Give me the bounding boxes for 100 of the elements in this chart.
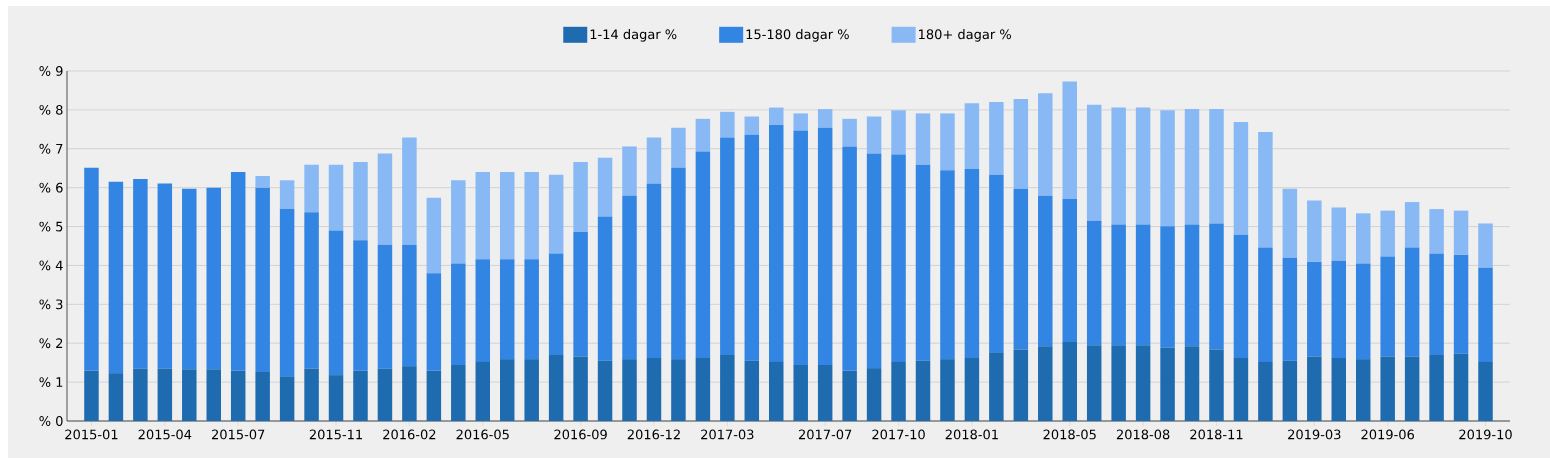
bar [548, 174, 564, 254]
x-tick-label: 2015-11 [309, 429, 362, 440]
bar [1404, 247, 1420, 357]
bar [646, 137, 662, 184]
bar [133, 179, 148, 369]
bar [1380, 356, 1395, 421]
bar [1209, 349, 1224, 421]
bar [1184, 224, 1200, 347]
bar [548, 253, 564, 355]
bar [744, 134, 760, 361]
bar [1184, 346, 1200, 421]
bar [1160, 110, 1175, 227]
bar [157, 368, 173, 421]
y-tick-label: % 7 [39, 143, 63, 154]
bar [597, 157, 613, 217]
bar [671, 359, 686, 421]
bar [1038, 93, 1053, 196]
x-tick-label: 2017-03 [701, 429, 754, 440]
bar [475, 259, 491, 362]
bar [451, 180, 466, 264]
bar [1429, 209, 1444, 254]
bar [842, 370, 857, 421]
bar [1258, 361, 1273, 421]
bar [1404, 356, 1420, 421]
bar [793, 365, 808, 421]
bar [671, 127, 686, 168]
bar [989, 174, 1004, 353]
y-tick-label: % 5 [39, 221, 63, 232]
x-tick-label: 2019-03 [1288, 429, 1341, 440]
bar [866, 116, 882, 154]
x-tick-label: 2019-06 [1361, 429, 1415, 440]
bar [964, 169, 980, 358]
bar [964, 103, 980, 169]
bar [842, 146, 857, 371]
bar [182, 369, 197, 421]
legend-label: 15-180 dagar % [746, 29, 849, 42]
bar [1307, 200, 1322, 262]
bar [573, 232, 588, 357]
y-tick-label: % 3 [39, 299, 63, 310]
bar [597, 216, 613, 361]
bar [1355, 213, 1371, 264]
bar [1453, 210, 1469, 255]
bar [671, 167, 686, 360]
bar [915, 164, 931, 361]
bar [524, 172, 539, 260]
bar [1282, 257, 1298, 361]
bar [255, 176, 270, 188]
x-tick-label: 2016-09 [554, 429, 607, 440]
bar [1429, 253, 1444, 355]
bar [1478, 223, 1493, 268]
y-tick-label: % 1 [39, 377, 63, 388]
bar [133, 368, 148, 421]
bar [793, 130, 808, 365]
bar [646, 183, 662, 358]
bar [84, 370, 99, 421]
bar [230, 172, 246, 371]
bar [304, 212, 319, 369]
bar [108, 181, 124, 374]
bar [1258, 247, 1273, 362]
bar [646, 358, 662, 421]
bar [720, 354, 735, 421]
bar [1233, 234, 1249, 358]
bar [1111, 224, 1126, 346]
bar [940, 170, 955, 360]
x-tick-label: 2017-10 [872, 429, 925, 440]
bar [402, 244, 417, 367]
bar [1086, 104, 1102, 221]
bar [279, 376, 295, 421]
y-tick-label: % 4 [39, 260, 63, 271]
bar [524, 259, 539, 360]
bar [964, 358, 980, 421]
y-tick-label: % 8 [39, 104, 63, 115]
bar [695, 151, 711, 358]
bar [353, 370, 368, 421]
bar [255, 372, 270, 421]
bar [1086, 345, 1102, 421]
x-tick-label: 2016-12 [627, 429, 680, 440]
x-tick-label: 2018-08 [1116, 429, 1170, 440]
bar [426, 197, 442, 274]
bar [451, 365, 466, 421]
bar [1160, 347, 1175, 421]
bar [1380, 210, 1395, 257]
bar [866, 153, 882, 369]
bar [1478, 267, 1493, 362]
x-tick-label: 2018-11 [1190, 429, 1243, 440]
bar [622, 359, 637, 421]
bar [915, 113, 931, 165]
bar [353, 240, 368, 371]
bar [1111, 345, 1126, 421]
bar [1135, 345, 1151, 421]
bar [695, 358, 711, 421]
bar [1013, 188, 1029, 350]
bar [940, 113, 955, 171]
x-tick-label: 2017-07 [798, 429, 852, 440]
bar [622, 146, 637, 196]
bar [353, 162, 368, 241]
bar [182, 188, 197, 370]
bar [402, 137, 417, 245]
bar [769, 361, 784, 421]
bar [1086, 220, 1102, 346]
